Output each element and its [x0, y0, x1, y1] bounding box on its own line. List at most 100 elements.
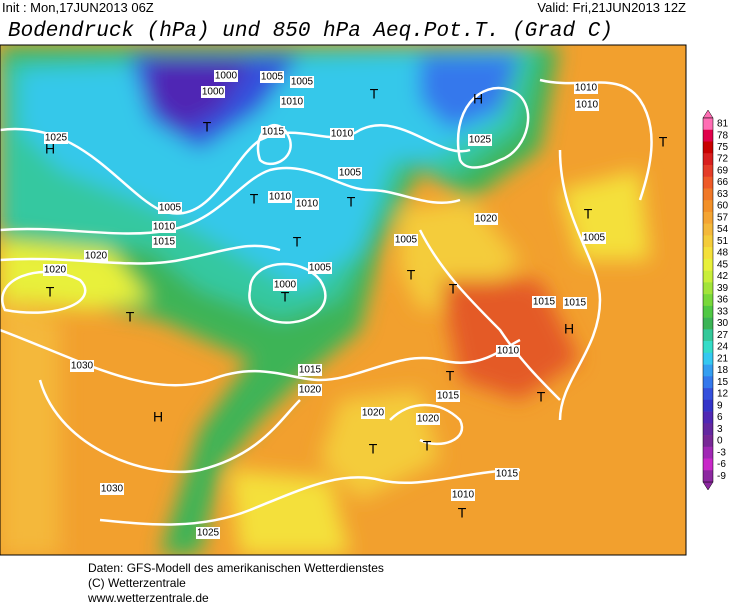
pressure-center: T — [250, 191, 259, 207]
isobar-label: 1005 — [261, 72, 284, 83]
pressure-center: H — [564, 321, 574, 337]
label-box — [532, 296, 556, 308]
legend-label: 12 — [717, 389, 729, 400]
legend-label: 48 — [717, 248, 729, 259]
isobar-label: 1010 — [153, 222, 176, 233]
isobar-label: 1000 — [215, 71, 238, 82]
label-box — [44, 132, 68, 144]
legend-label: 63 — [717, 189, 729, 200]
legend-swatch — [703, 176, 713, 189]
isobar-label: 1015 — [153, 237, 176, 248]
label-box — [295, 198, 319, 210]
legend-swatch — [703, 329, 713, 342]
legend-swatch — [703, 200, 713, 213]
legend-swatch — [703, 247, 713, 260]
legend-bottom-arrow — [702, 481, 714, 491]
legend-label: 81 — [717, 119, 729, 130]
legend-label: 51 — [717, 236, 729, 247]
isobars — [0, 78, 653, 526]
isobar-label: 1005 — [159, 203, 182, 214]
legend-label: 33 — [717, 306, 729, 317]
label-box — [451, 489, 475, 501]
pressure-center: H — [45, 141, 55, 157]
label-box — [338, 167, 362, 179]
pressure-center: T — [203, 119, 212, 135]
legend-swatch — [703, 376, 713, 389]
label-box — [152, 221, 176, 233]
legend-label: 15 — [717, 377, 729, 388]
label-box — [273, 279, 297, 291]
legend-label: 57 — [717, 212, 729, 223]
legend-swatch — [703, 270, 713, 283]
legend-swatch — [703, 388, 713, 401]
legend-swatch — [703, 294, 713, 307]
isobar-label: 1005 — [339, 168, 362, 179]
pressure-center: T — [584, 206, 593, 222]
label-box — [495, 468, 519, 480]
legend-label: 72 — [717, 154, 729, 165]
legend-swatch — [703, 423, 713, 436]
label-box — [261, 126, 285, 138]
label-box — [496, 345, 520, 357]
label-box — [582, 232, 606, 244]
label-box — [474, 213, 498, 225]
temperature-field — [0, 45, 650, 555]
legend-swatch — [703, 435, 713, 448]
pressure-center: T — [281, 289, 290, 305]
label-box — [468, 134, 492, 146]
label-box — [298, 384, 322, 396]
label-box — [214, 70, 238, 82]
label-box — [196, 527, 220, 539]
legend-label: 69 — [717, 165, 729, 176]
isobar-label: 1010 — [269, 192, 292, 203]
label-box — [201, 86, 225, 98]
footer-line: www.wetterzentrale.de — [87, 591, 209, 604]
label-box — [361, 407, 385, 419]
legend-swatch — [703, 129, 713, 142]
legend-swatch — [703, 235, 713, 248]
legend-swatch — [703, 153, 713, 166]
legend-swatch — [703, 282, 713, 295]
label-box — [260, 71, 284, 83]
legend-swatch — [703, 411, 713, 424]
pressure-center: T — [458, 505, 467, 521]
legend-label: 36 — [717, 295, 729, 306]
legend-label: 45 — [717, 259, 729, 270]
isobar-label: 1005 — [309, 263, 332, 274]
label-box — [70, 360, 94, 372]
legend-label: 78 — [717, 130, 729, 141]
legend-label: -9 — [717, 471, 726, 482]
pressure-center: T — [293, 234, 302, 250]
pressure-center: T — [537, 389, 546, 405]
footer-line: Daten: GFS-Modell des amerikanischen Wet… — [88, 561, 384, 575]
label-box — [416, 413, 440, 425]
isobar-label: 1010 — [296, 199, 319, 210]
isobar-label: 1030 — [101, 484, 124, 495]
isobar-label: 1025 — [197, 528, 220, 539]
label-box — [152, 236, 176, 248]
isobar-label: 1020 — [299, 385, 322, 396]
legend-swatch — [703, 446, 713, 459]
label-box — [575, 99, 599, 111]
legend-top-arrow — [702, 109, 714, 119]
isobar-label: 1005 — [583, 233, 606, 244]
legend-swatch — [703, 317, 713, 330]
legend-label: 27 — [717, 330, 729, 341]
valid-time: Valid: Fri,21JUN2013 12Z — [537, 0, 686, 15]
footer-line: (C) Wetterzentrale — [88, 576, 186, 590]
label-box — [84, 250, 108, 262]
isobar-label: 1000 — [202, 87, 225, 98]
label-box — [436, 390, 460, 402]
legend-swatch — [703, 188, 713, 201]
legend-label: 3 — [717, 424, 723, 435]
pressure-center: T — [446, 368, 455, 384]
pressure-center: T — [126, 309, 135, 325]
pressure-center: T — [659, 134, 668, 150]
isobar-label: 1015 — [437, 391, 460, 402]
isobar-label: 1010 — [497, 346, 520, 357]
label-box — [268, 191, 292, 203]
legend-label: 18 — [717, 365, 729, 376]
isobar-label: 1000 — [274, 280, 297, 291]
legend-label: -3 — [717, 447, 726, 458]
legend-swatch — [703, 141, 713, 154]
